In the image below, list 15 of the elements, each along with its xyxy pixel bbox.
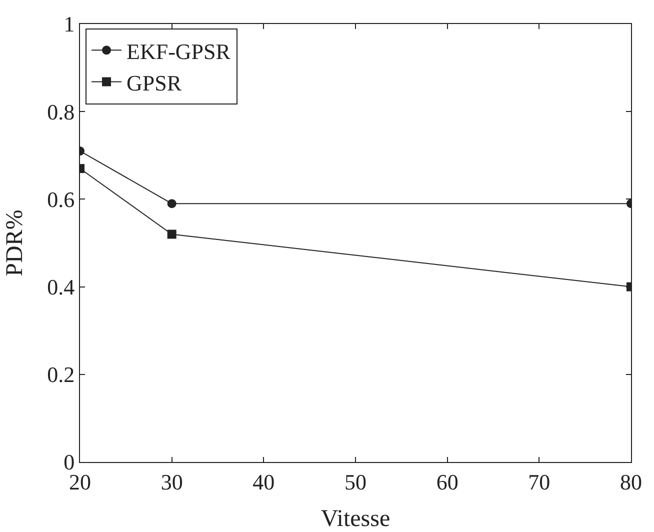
y-tick-label: 0.2 xyxy=(47,362,75,388)
y-tick-label: 0.8 xyxy=(47,99,75,124)
x-tick-label: 50 xyxy=(344,469,366,494)
x-tick-label: 40 xyxy=(252,469,275,494)
x-tick-label: 30 xyxy=(160,469,183,494)
legend-label: EKF-GPSR xyxy=(126,38,231,64)
x-tick-label: 80 xyxy=(620,469,642,494)
x-tick-label: 60 xyxy=(436,469,458,494)
y-tick-label: 0.6 xyxy=(47,186,75,212)
y-axis-title: PDR% xyxy=(2,210,28,276)
y-tick-label: 0.4 xyxy=(47,274,75,300)
y-tick-label: 1 xyxy=(64,12,75,37)
x-tick-label: 70 xyxy=(528,469,550,494)
legend-label: GPSR xyxy=(126,70,182,96)
x-axis-title: Vitesse xyxy=(320,506,390,532)
